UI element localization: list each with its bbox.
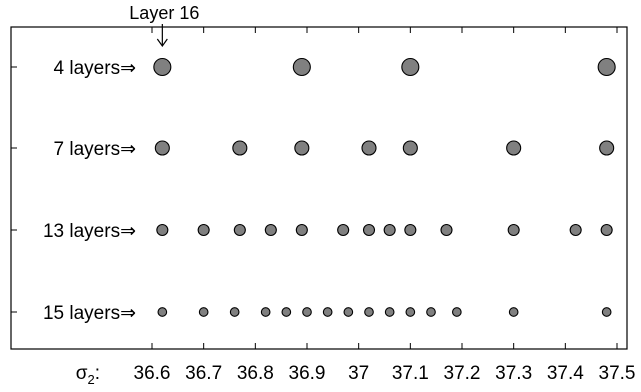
data-point xyxy=(198,307,209,317)
data-point xyxy=(597,57,616,77)
data-point xyxy=(362,223,376,237)
series-label: 13 layers⇒ xyxy=(43,221,136,242)
data-point xyxy=(361,140,377,156)
x-tick-label: 37.4 xyxy=(547,363,584,384)
annotation: Layer 16 xyxy=(129,3,199,48)
data-point xyxy=(569,223,582,237)
data-point xyxy=(322,307,333,317)
data-point xyxy=(302,307,312,317)
x-axis-colon: : xyxy=(95,363,100,384)
data-point xyxy=(402,140,418,156)
data-point xyxy=(404,223,417,237)
data-point xyxy=(295,223,308,237)
annotation-label: Layer 16 xyxy=(129,3,199,23)
data-point xyxy=(601,307,612,317)
x-tick-label: 37.1 xyxy=(392,363,429,384)
data-points xyxy=(153,57,616,317)
data-point xyxy=(364,307,374,317)
data-point xyxy=(260,307,271,317)
x-ticks: 36.6 36.7 36.8 36.9 37 37.1 37.2 37.3 37.4 37.5 xyxy=(134,27,636,384)
data-point xyxy=(153,57,172,77)
data-point xyxy=(506,140,522,156)
data-point xyxy=(337,223,350,237)
x-tick-label: 36.8 xyxy=(237,363,274,384)
x-tick-label: 37.5 xyxy=(599,363,636,384)
data-point xyxy=(154,140,170,156)
data-point xyxy=(281,307,292,317)
data-point xyxy=(599,140,615,156)
x-axis-label-text: σ2: xyxy=(76,363,100,387)
data-point xyxy=(600,223,613,237)
x-tick-label: 36.7 xyxy=(185,363,222,384)
data-point xyxy=(157,307,168,317)
data-point xyxy=(233,223,246,237)
x-tick-label: 36.9 xyxy=(289,363,326,384)
x-tick-label: 36.6 xyxy=(134,363,171,384)
data-point xyxy=(401,57,420,77)
data-point xyxy=(264,223,277,237)
data-point xyxy=(383,223,396,237)
series-label: 4 layers⇒ xyxy=(54,58,136,79)
series-rows: 4 layers⇒ 7 layers⇒ 13 layers⇒ 15 layers⇒ xyxy=(11,58,136,324)
data-point xyxy=(232,140,248,156)
data-point xyxy=(508,307,519,317)
x-axis-prefix-sub: 2 xyxy=(87,372,94,387)
x-axis-prefix: σ xyxy=(76,363,88,384)
x-axis-label: σ2: xyxy=(76,363,100,387)
x-tick-label: 37.3 xyxy=(495,363,532,384)
x-tick-label: 37 xyxy=(348,363,369,384)
x-tick-label: 37.2 xyxy=(444,363,481,384)
data-point xyxy=(294,140,310,156)
data-point xyxy=(440,223,453,237)
plot-frame xyxy=(10,26,628,350)
data-point xyxy=(229,307,240,317)
data-point xyxy=(451,307,462,317)
data-point xyxy=(384,307,395,317)
data-point xyxy=(426,307,436,317)
data-point xyxy=(156,223,169,237)
series-label: 7 layers⇒ xyxy=(54,139,136,160)
data-point xyxy=(507,223,520,237)
data-point xyxy=(405,307,416,317)
data-point xyxy=(292,57,311,77)
annotation-arrow-head xyxy=(156,38,168,48)
series-label: 15 layers⇒ xyxy=(43,303,136,324)
data-point xyxy=(197,223,210,237)
data-point xyxy=(343,307,354,317)
